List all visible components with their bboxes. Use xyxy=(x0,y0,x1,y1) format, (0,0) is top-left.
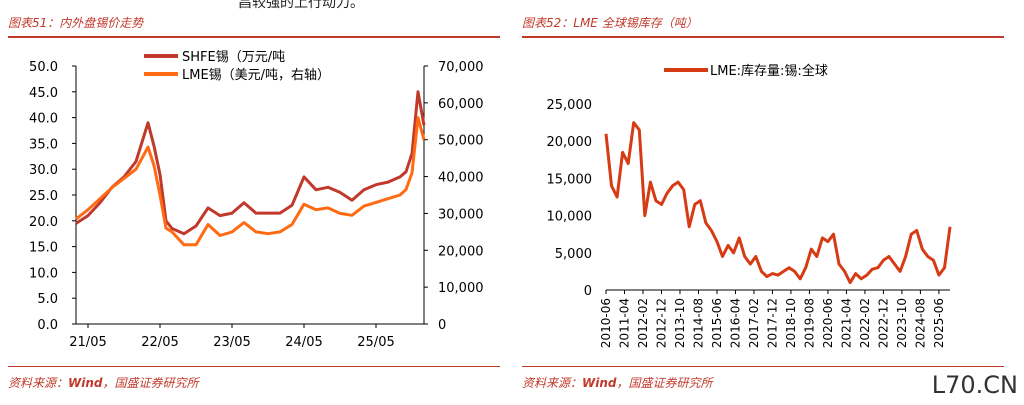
source-rule xyxy=(522,366,1004,367)
x-tick-label: 2018-10 xyxy=(784,298,798,348)
top-overflow-text: 昌较强的上行动力。 xyxy=(238,0,364,11)
y-tick-label: 20,000 xyxy=(547,135,593,150)
y-left-tick-label: 0.0 xyxy=(37,318,58,333)
y-left-tick-label: 45.0 xyxy=(29,86,58,101)
series-line-1 xyxy=(604,121,952,285)
caption-rule xyxy=(522,36,1004,38)
source-note: 资料来源：Wind，国盛证券研究所 xyxy=(522,374,713,391)
x-tick-label: 2023-10 xyxy=(895,298,909,348)
y-left-tick-label: 10.0 xyxy=(29,266,58,281)
x-tick-label: 25/05 xyxy=(357,335,394,350)
y-left-tick-label: 5.0 xyxy=(37,292,58,307)
y-tick-label: 10,000 xyxy=(547,210,593,225)
y-left-tick-label: 20.0 xyxy=(29,215,58,230)
y-left-tick-label: 35.0 xyxy=(29,137,58,152)
source-bold: Wind xyxy=(68,376,103,390)
y-right-tick-label: 60,000 xyxy=(438,97,484,112)
x-tick-label: 2016-04 xyxy=(728,298,742,348)
site-watermark: L70.CN xyxy=(931,371,1018,399)
x-tick-label: 2022-12 xyxy=(876,298,890,348)
y-right-tick-label: 20,000 xyxy=(438,244,484,259)
y-right-tick-label: 40,000 xyxy=(438,171,484,186)
x-tick-label: 2011-04 xyxy=(617,298,631,348)
legend-label: LME:库存量:锡:全球 xyxy=(710,63,828,79)
x-tick-label: 2020-06 xyxy=(821,298,835,348)
y-right-tick-label: 30,000 xyxy=(438,207,484,222)
source-suffix: ，国盛证券研究所 xyxy=(616,376,713,390)
x-tick-label: 2010-06 xyxy=(599,298,613,348)
source-note: 资料来源：Wind，国盛证券研究所 xyxy=(8,374,199,391)
series-line-2 xyxy=(75,116,426,247)
chart-panel-lme-stock: 图表52：LME 全球锡库存（吨） 0 5,000 10,000 15,000 20,0… xyxy=(514,0,1004,405)
x-tick-label: 21/05 xyxy=(69,335,106,350)
y-left-tick-label: 50.0 xyxy=(29,60,58,75)
chart-panel-tin-prices: 图表51：内外盘锡价走势 0.0 5.0 10.0 15.0 20.0 25.0 30.0 3… xyxy=(0,0,500,405)
y-right-tick-label: 50,000 xyxy=(438,134,484,149)
y-left-tick-label: 30.0 xyxy=(29,163,58,178)
y-left-tick-label: 40.0 xyxy=(29,112,58,127)
x-tick-label: 23/05 xyxy=(213,335,250,350)
legend-label: SHFE锡（万元/吨 xyxy=(182,50,285,65)
x-tick-label: 2012-12 xyxy=(654,298,668,348)
y-tick-label: 5,000 xyxy=(555,247,592,262)
lme-stock-chart: 0 5,000 10,000 15,000 20,000 25,000 2010-06 201… xyxy=(547,63,952,348)
chart-caption: 图表52：LME 全球锡库存（吨） xyxy=(522,16,698,30)
source-prefix: 资料来源： xyxy=(8,376,69,390)
x-tick-label: 2014-08 xyxy=(691,298,705,348)
y-right-tick-label: 70,000 xyxy=(438,60,484,75)
y-tick-label: 0 xyxy=(584,284,592,299)
y-tick-label: 15,000 xyxy=(547,172,593,187)
x-tick-label: 22/05 xyxy=(141,335,178,350)
y-left-tick-label: 15.0 xyxy=(29,241,58,256)
x-tick-label: 2017-12 xyxy=(765,298,779,348)
source-rule xyxy=(8,366,500,367)
y-left-tick-label: 25.0 xyxy=(29,189,58,204)
caption-rule xyxy=(8,36,500,38)
series-line-1 xyxy=(75,90,426,236)
x-tick-label: 2015-06 xyxy=(710,298,724,348)
tin-price-chart: 0.0 5.0 10.0 15.0 20.0 25.0 30.0 35.0 40.0 45.0 50… xyxy=(29,50,484,350)
y-right-tick-label: 0 xyxy=(438,318,446,333)
source-suffix: ，国盛证券研究所 xyxy=(102,376,199,390)
x-tick-label: 2012-02 xyxy=(636,298,650,348)
x-tick-label: 2025-06 xyxy=(932,298,946,348)
x-tick-label: 2022-02 xyxy=(858,298,872,348)
source-prefix: 资料来源： xyxy=(522,376,583,390)
y-right-tick-label: 10,000 xyxy=(438,281,484,296)
source-bold: Wind xyxy=(582,376,617,390)
x-tick-label: 2019-08 xyxy=(802,298,816,348)
chart-caption: 图表51：内外盘锡价走势 xyxy=(8,16,144,30)
y-tick-label: 25,000 xyxy=(547,98,593,113)
x-tick-label: 2013-10 xyxy=(673,298,687,348)
x-tick-label: 2021-04 xyxy=(839,298,853,348)
x-tick-label: 24/05 xyxy=(285,335,322,350)
x-tick-label: 2017-02 xyxy=(747,298,761,348)
x-tick-label: 2024-08 xyxy=(913,298,927,348)
legend-label: LME锡（美元/吨，右轴） xyxy=(182,68,330,83)
